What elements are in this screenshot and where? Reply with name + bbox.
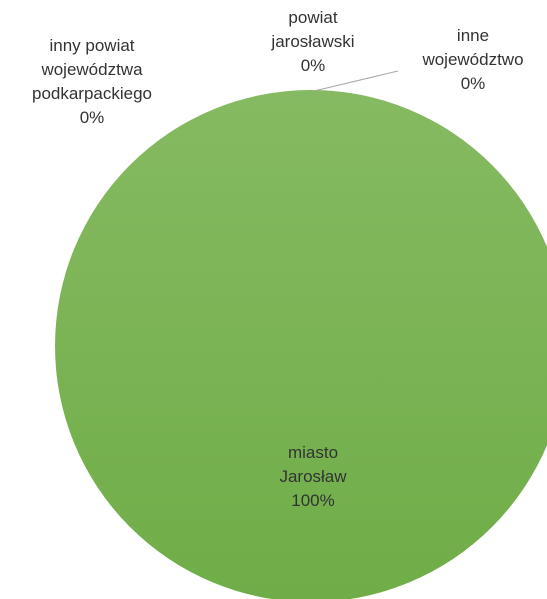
slice-label-miasto-jaroslaw: miasto Jarosław 100% [230,441,396,513]
leader-line-inne-wojewodztwo [313,70,399,92]
slice-label-powiat-jaroslawski: powiat jarosławski 0% [248,6,378,78]
slice-label-line: województwa [41,60,143,79]
slice-label-inne-wojewodztwo: inne województwo 0% [400,24,546,96]
slice-label-percent: 0% [300,56,326,75]
slice-label-line: województwo [422,50,524,69]
slice-label-inny-powiat: inny powiat województwa podkarpackiego 0… [16,34,168,130]
pie-slice-miasto-jaros-aw [55,90,547,599]
pie-slices [55,90,547,599]
slice-label-line: powiat [288,8,338,27]
slice-label-percent: 100% [291,491,335,510]
slice-label-percent: 0% [79,108,105,127]
slice-label-line: miasto [287,443,339,462]
slice-label-line: jarosławski [271,32,355,51]
slice-label-percent: 0% [460,74,486,93]
slice-label-line: Jarosław [279,467,347,486]
slice-label-line: podkarpackiego [31,84,153,103]
slice-label-line: inny powiat [49,36,135,55]
slice-label-line: inne [456,26,490,45]
